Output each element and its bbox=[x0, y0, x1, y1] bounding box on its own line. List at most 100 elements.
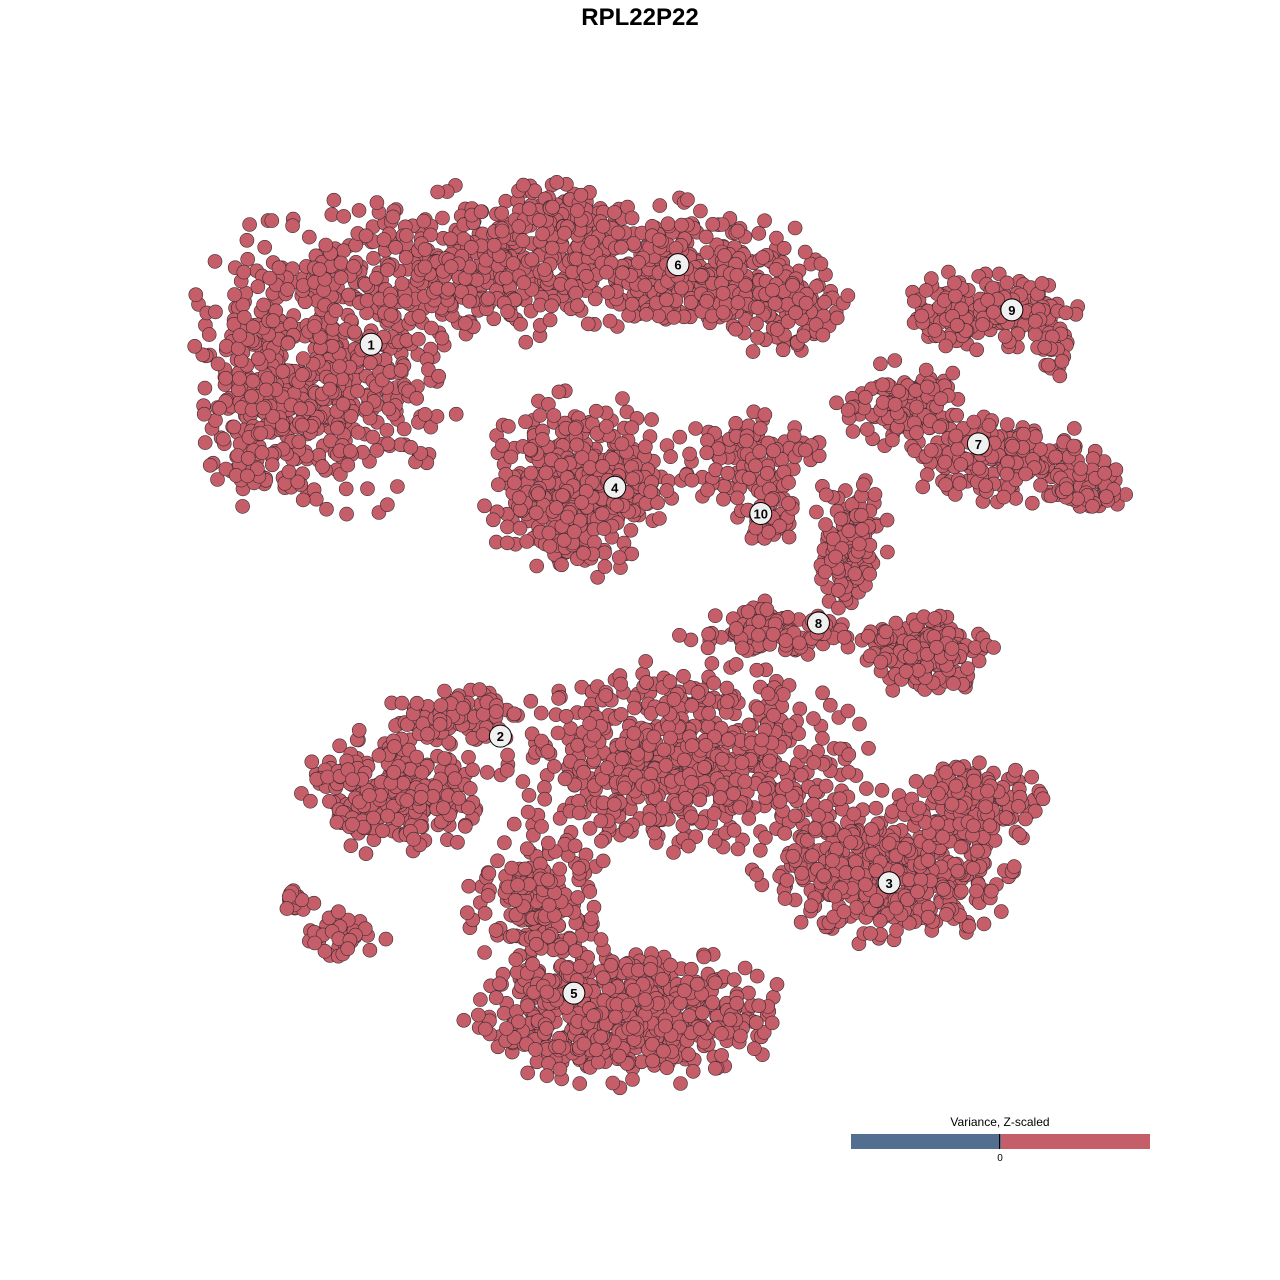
data-point bbox=[393, 362, 409, 378]
data-point bbox=[441, 281, 456, 297]
data-point bbox=[568, 285, 584, 301]
data-point bbox=[965, 861, 981, 876]
data-point bbox=[1048, 449, 1063, 465]
data-point bbox=[360, 481, 375, 497]
data-point bbox=[662, 674, 678, 689]
data-point bbox=[332, 359, 347, 374]
data-point bbox=[728, 321, 743, 337]
data-point bbox=[811, 808, 826, 823]
data-point bbox=[359, 293, 375, 308]
data-point bbox=[595, 459, 610, 474]
data-point bbox=[828, 549, 843, 565]
data-point bbox=[226, 419, 242, 435]
data-point bbox=[741, 811, 757, 826]
data-point bbox=[719, 680, 735, 696]
data-point bbox=[867, 487, 883, 502]
data-point bbox=[511, 219, 527, 234]
data-point bbox=[358, 401, 374, 416]
data-point bbox=[409, 695, 425, 711]
data-point bbox=[396, 421, 412, 437]
data-point bbox=[366, 810, 381, 826]
data-point bbox=[538, 465, 554, 481]
data-point bbox=[920, 909, 936, 925]
data-point bbox=[473, 204, 489, 219]
data-point bbox=[785, 277, 800, 293]
data-point bbox=[551, 384, 567, 400]
data-point bbox=[693, 268, 709, 283]
data-point bbox=[999, 417, 1015, 432]
data-point bbox=[433, 698, 449, 713]
data-point bbox=[757, 781, 772, 797]
data-point bbox=[499, 535, 515, 551]
data-point bbox=[411, 308, 427, 324]
data-point bbox=[413, 789, 429, 805]
data-point bbox=[830, 582, 846, 598]
data-point bbox=[307, 935, 323, 951]
data-point bbox=[560, 509, 575, 525]
data-point bbox=[873, 356, 888, 372]
data-point bbox=[461, 749, 476, 765]
data-point bbox=[541, 525, 557, 541]
data-point bbox=[760, 686, 776, 702]
data-point bbox=[785, 848, 801, 864]
data-point bbox=[315, 459, 330, 474]
data-point bbox=[385, 209, 401, 225]
data-point bbox=[920, 852, 936, 868]
data-point bbox=[918, 362, 934, 378]
data-point bbox=[787, 220, 803, 236]
data-point bbox=[966, 414, 982, 430]
data-point bbox=[938, 338, 954, 354]
data-point bbox=[395, 775, 411, 791]
data-point bbox=[825, 853, 840, 868]
data-point bbox=[333, 270, 349, 286]
data-point bbox=[518, 414, 533, 430]
data-point bbox=[411, 331, 426, 347]
data-point bbox=[240, 251, 255, 267]
data-point bbox=[366, 250, 381, 266]
data-point bbox=[699, 293, 715, 309]
data-point bbox=[748, 458, 763, 474]
data-point bbox=[188, 287, 204, 303]
data-point bbox=[652, 511, 667, 526]
data-point bbox=[227, 287, 242, 302]
data-point bbox=[840, 402, 856, 418]
data-point bbox=[417, 407, 433, 422]
data-point bbox=[420, 726, 435, 742]
data-point bbox=[981, 418, 997, 433]
data-point bbox=[237, 309, 252, 325]
data-point bbox=[328, 303, 344, 318]
data-point bbox=[932, 419, 947, 435]
data-point bbox=[897, 840, 912, 856]
data-point bbox=[554, 557, 569, 573]
data-point bbox=[1025, 495, 1040, 511]
data-point bbox=[651, 308, 667, 324]
data-point bbox=[339, 506, 354, 522]
data-point bbox=[569, 437, 585, 453]
data-point bbox=[625, 471, 641, 487]
data-point bbox=[809, 504, 824, 520]
data-point bbox=[875, 395, 891, 410]
data-point bbox=[345, 817, 360, 832]
data-point bbox=[398, 250, 414, 265]
data-point bbox=[734, 640, 750, 656]
data-point bbox=[715, 305, 731, 320]
data-point bbox=[437, 751, 452, 766]
data-point bbox=[593, 813, 609, 829]
data-point bbox=[766, 708, 781, 723]
data-point bbox=[365, 429, 381, 445]
data-point bbox=[754, 732, 770, 748]
data-point bbox=[707, 608, 723, 624]
data-point bbox=[399, 793, 415, 808]
data-point bbox=[399, 228, 414, 243]
data-point bbox=[451, 790, 467, 806]
data-point bbox=[602, 313, 618, 329]
data-point bbox=[458, 315, 473, 331]
data-point bbox=[394, 695, 410, 711]
data-point bbox=[697, 760, 712, 775]
data-point bbox=[915, 479, 931, 495]
data-point bbox=[245, 319, 261, 335]
data-point bbox=[726, 786, 741, 802]
data-point bbox=[462, 781, 478, 796]
data-point bbox=[851, 536, 867, 552]
data-point bbox=[860, 628, 876, 644]
